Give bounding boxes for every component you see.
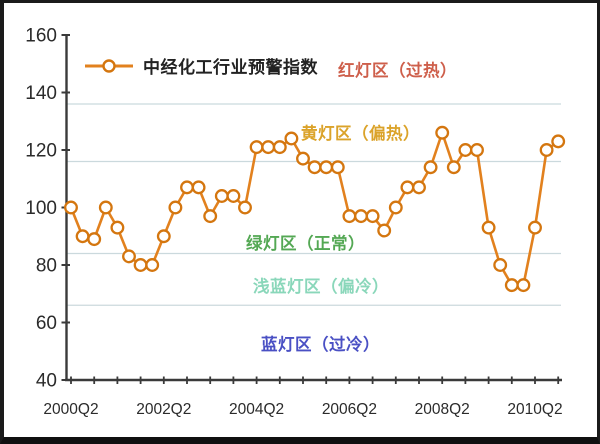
svg-text:120: 120 [25,141,57,162]
svg-text:140: 140 [25,83,57,104]
svg-text:2008Q2: 2008Q2 [415,401,470,418]
svg-text:40: 40 [36,371,57,392]
svg-text:2010Q2: 2010Q2 [507,401,562,418]
legend-label: 中经化工行业预警指数 [143,58,318,77]
zone-label-green-normal: 绿灯区（正常） [246,235,365,253]
legend: 中经化工行业预警指数 [84,53,318,78]
svg-text:2002Q2: 2002Q2 [136,401,191,418]
zone-label-yellow-warm: 黄灯区（偏热） [301,125,420,143]
svg-text:2006Q2: 2006Q2 [322,401,377,418]
svg-text:80: 80 [36,256,57,277]
svg-text:2004Q2: 2004Q2 [229,401,284,418]
svg-text:100: 100 [25,198,57,219]
zone-label-red-overheated: 红灯区（过热） [338,62,457,80]
zone-label-blue-overcooled: 蓝灯区（过冷） [261,336,380,354]
warning-index-line-chart: 40 60 80 100 120 140 160 2000Q2 2002Q2 2004Q2 2006… [25,26,566,418]
svg-text:2000Q2: 2000Q2 [43,401,98,418]
legend-line-marker-icon [85,58,133,73]
svg-text:160: 160 [25,26,57,47]
svg-text:60: 60 [36,313,57,334]
zone-label-lightblue-cool: 浅蓝灯区（偏冷） [253,278,389,296]
